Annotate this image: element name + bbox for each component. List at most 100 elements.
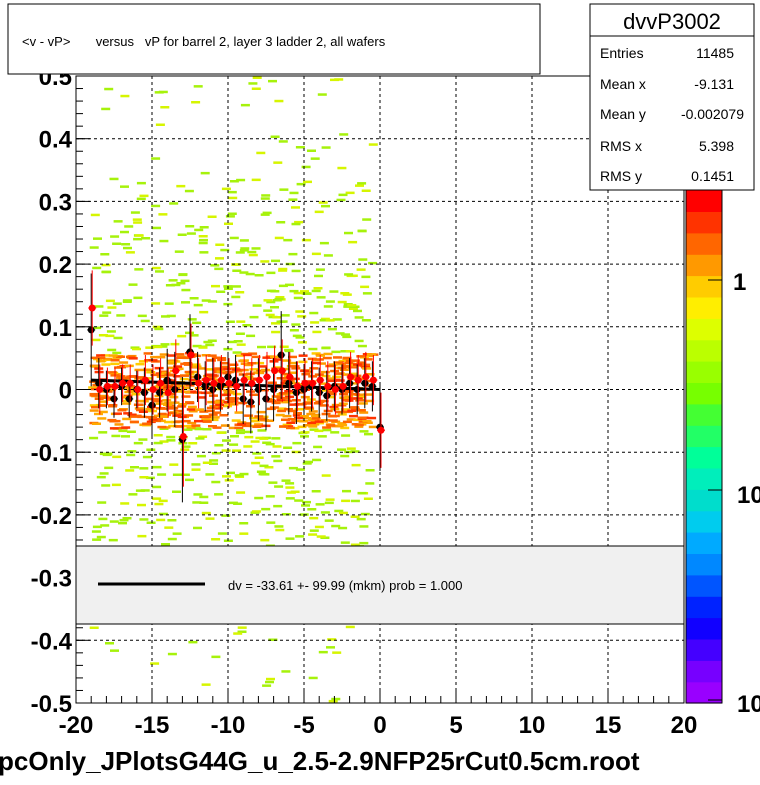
stats-label-rms-x: RMS x [600,138,642,154]
data-point-black [110,395,118,403]
x-tick-label: 20 [671,712,698,739]
data-point-black [87,326,95,334]
stats-name: dvvP3002 [623,9,721,34]
x-tick-label: -20 [59,712,94,739]
data-point-red [157,379,165,387]
data-point-red [217,376,225,384]
data-point-black [292,389,300,397]
color-scale-step [686,660,722,683]
data-point-black [140,389,148,397]
data-point-red [362,373,370,381]
data-point-black [270,386,278,393]
data-point-red [88,304,96,312]
color-scale-step [686,553,722,576]
title-box: <v - vP> versus vP for barrel 2, layer 3… [7,3,541,75]
color-scale-step [686,211,722,234]
data-point-red [271,367,279,375]
data-point-red [339,382,347,390]
x-tick-label: -5 [293,712,314,739]
data-point-black [315,389,323,397]
color-scale-step [686,638,722,661]
data-point-black [216,382,224,390]
data-point-black [156,389,164,397]
data-point-red [293,382,301,390]
data-point-red [316,376,324,384]
data-point-black [285,379,293,387]
data-point-red [119,379,127,387]
data-point-red [286,373,294,381]
data-point-red [172,367,180,375]
x-tick-label: 10 [519,712,546,739]
y-tick-label: 0.4 [39,127,73,154]
data-point-red [126,379,134,387]
y-tick-label: -0.1 [31,440,72,467]
data-point-red [248,379,256,387]
color-scale-step [686,489,722,512]
x-tick-label: 0 [373,712,386,739]
legend: dv = -33.61 +- 99.99 (mkm) prob = 1.000 [75,545,685,625]
y-tick-label: -0.5 [31,691,72,718]
data-point-red [377,426,385,434]
data-point-black [224,373,232,381]
stats-value-entries: 11485 [696,45,734,61]
y-tick-label: -0.4 [31,628,73,655]
points-layer [87,270,385,503]
data-point-black [361,379,369,387]
data-point-red [278,367,286,375]
data-point-red [187,351,195,359]
data-point-red [354,376,362,384]
data-point-black [148,401,156,409]
data-point-red [179,433,187,441]
stats-value-mean-y: -0.002079 [681,106,744,122]
data-point-black [239,395,247,403]
data-point-black [171,386,179,393]
data-point-black [262,395,270,403]
stats-value-rms-y: 0.1451 [691,168,734,184]
color-scale-step [686,596,722,619]
color-scale-step [686,275,722,298]
color-scale-step [686,382,722,405]
color-scale-step [686,574,722,597]
data-point-black [163,376,171,384]
data-point-red [195,379,203,387]
stats-label-entries: Entries [600,45,644,61]
x-tick-label: 15 [595,712,622,739]
color-scale [685,189,723,704]
data-point-red [263,373,271,381]
data-point-black [368,382,376,390]
color-scale-step [686,296,722,319]
chart-title: <v - vP> versus vP for barrel 2, layer 3… [22,34,386,49]
color-scale-step [686,532,722,554]
stats-label-mean-x: Mean x [600,76,646,92]
stats-value-rms-x: 5.398 [699,138,734,154]
x-tick-label: -10 [211,712,246,739]
y-tick-label: -0.3 [31,566,72,593]
color-scale-step [686,446,722,469]
y-tick-label: 0.2 [39,252,72,279]
data-point-red [369,376,377,384]
y-tick-label: 0.1 [39,315,72,342]
data-point-black [300,386,308,393]
color-scale-step [686,190,722,212]
x-tick-label: -15 [135,712,170,739]
data-point-red [210,379,218,387]
data-point-red [240,376,248,384]
data-point-black [247,398,255,406]
stats-value-mean-x: -9.131 [694,76,734,92]
data-point-red [324,382,332,390]
data-point-black [353,386,361,393]
color-scale-step [686,510,722,533]
data-point-black [277,351,285,359]
data-point-red [255,376,263,384]
data-point-red [134,386,142,393]
legend-text: dv = -33.61 +- 99.99 (mkm) prob = 1.000 [228,578,463,593]
y-tick-label: 0 [59,378,72,405]
data-point-black [346,379,354,387]
data-point-red [111,382,119,390]
data-point-black [125,395,133,403]
colorbar-label-2: 10 [737,482,760,509]
data-point-black [201,382,209,390]
color-scale-step [686,403,722,426]
color-scale-step [686,361,722,383]
data-point-black [254,386,262,393]
